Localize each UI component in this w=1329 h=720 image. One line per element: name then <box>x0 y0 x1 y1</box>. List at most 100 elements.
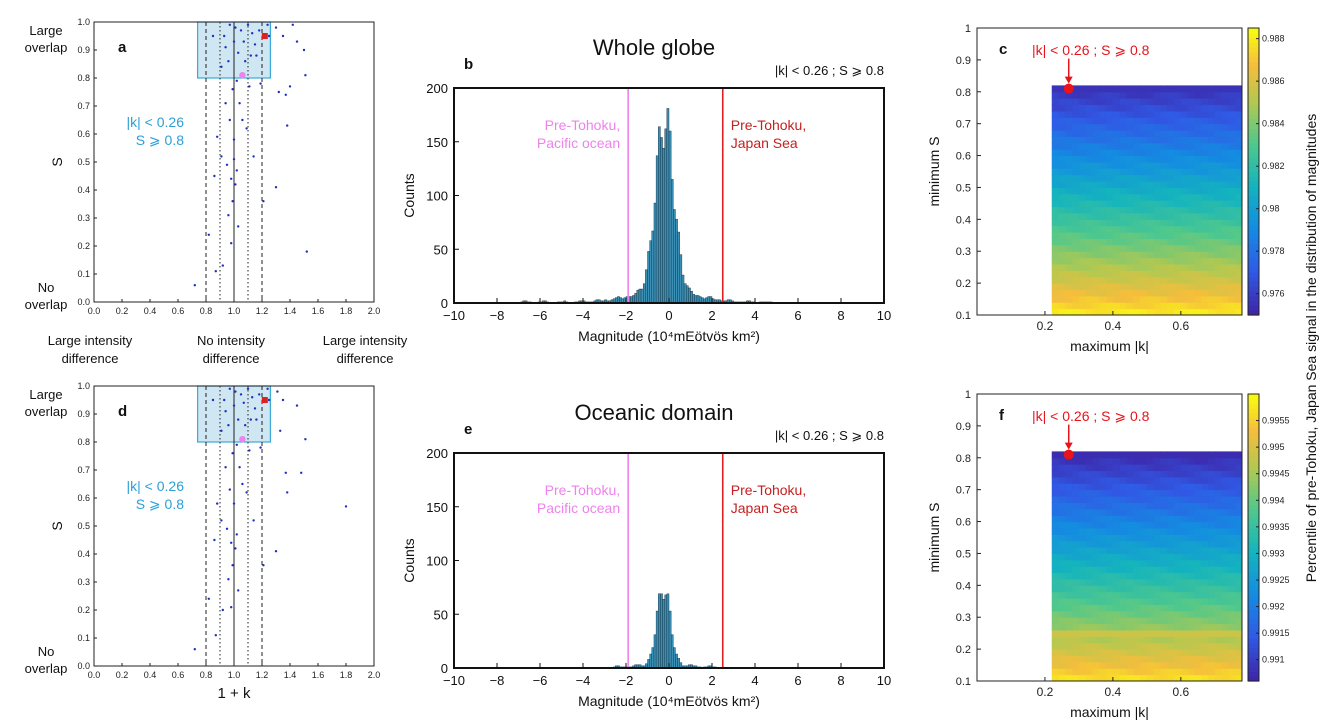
heatmap-cell <box>1072 219 1080 227</box>
heatmap-cell <box>1072 470 1080 478</box>
heatmap-cell <box>1194 649 1202 656</box>
heatmap-cell <box>1221 91 1229 99</box>
colorbar-segment <box>1248 75 1259 82</box>
heatmap-cell <box>1085 572 1094 580</box>
heatmap-cell <box>1126 276 1134 284</box>
heatmap-cell <box>1187 257 1195 265</box>
heatmap-cell <box>1085 476 1094 484</box>
heatmap-cell <box>1174 566 1182 574</box>
heatmap-cell <box>1126 283 1134 290</box>
y-tick-label: 150 <box>426 135 448 150</box>
heatmap-cell <box>1153 244 1161 252</box>
heatmap-cell <box>1180 629 1189 637</box>
heatmap-cell <box>1153 496 1161 503</box>
heatmap-cell <box>1201 295 1209 303</box>
heatmap-cell <box>1201 232 1209 239</box>
heatmap-cell <box>1092 181 1100 188</box>
heatmap-cell <box>1126 187 1134 195</box>
heatmap-cell <box>1221 547 1229 554</box>
heatmap-cell <box>1051 136 1060 144</box>
heatmap-cell <box>1078 470 1087 478</box>
heatmap-cell <box>1078 451 1087 459</box>
heatmap-cell <box>1221 629 1229 637</box>
heatmap-cell <box>1187 85 1195 93</box>
heatmap-cell <box>1126 130 1134 137</box>
x-tick-label: 1.6 <box>312 306 325 316</box>
heatmap-cell <box>1119 161 1127 169</box>
heatmap-cell <box>1208 476 1216 484</box>
scatter-point <box>259 82 262 85</box>
heatmap-cell <box>1160 257 1168 265</box>
heatmap-cell <box>1201 476 1209 484</box>
heatmap-cell <box>1167 591 1175 599</box>
heatmap-cell <box>1187 578 1195 586</box>
heatmap-cell <box>1146 161 1155 169</box>
heatmap-cell <box>1201 629 1209 637</box>
heatmap-cell <box>1092 225 1100 233</box>
heatmap-cell <box>1194 464 1202 472</box>
heatmap-cell <box>1180 604 1189 612</box>
heatmap-cell <box>1133 655 1141 663</box>
heatmap-cell <box>1180 457 1189 465</box>
colorbar-segment <box>1248 561 1259 567</box>
scatter-point <box>220 519 223 522</box>
heatmap-cell <box>1112 193 1121 201</box>
heatmap-cell <box>1119 610 1127 618</box>
y-tick-label: 1.0 <box>77 17 90 27</box>
heatmap-cell <box>1187 181 1195 188</box>
y-tick-label: 0.8 <box>956 87 971 99</box>
heatmap-cell <box>1092 642 1100 650</box>
pacific-label: Pacific ocean <box>537 500 620 516</box>
heatmap-cell <box>1174 534 1182 542</box>
heatmap-cell <box>1167 661 1175 669</box>
heatmap-cell <box>1092 257 1100 265</box>
heatmap-cell <box>1065 200 1073 208</box>
heatmap-cell <box>1174 257 1182 265</box>
heatmap-cell <box>1235 225 1243 233</box>
colorbar-segment <box>1248 570 1259 577</box>
heatmap-cell <box>1058 483 1066 491</box>
heatmap-cell <box>1140 85 1148 93</box>
heatmap-cell <box>1153 515 1161 523</box>
x-tick-label: 0.8 <box>200 306 213 316</box>
heatmap-cell <box>1167 610 1175 618</box>
marker-point <box>1063 449 1074 460</box>
heatmap-cell <box>1160 110 1168 118</box>
heatmap-cell <box>1119 553 1127 561</box>
heatmap-cell <box>1099 136 1107 144</box>
heatmap-cell <box>1119 168 1127 176</box>
colorbar-segment <box>1248 657 1259 663</box>
colorbar-segment <box>1248 204 1259 211</box>
heatmap-cell <box>1065 149 1073 157</box>
heatmap-cell <box>1180 130 1189 137</box>
heatmap-cell <box>1099 585 1107 593</box>
heatmap-cell <box>1078 515 1087 523</box>
heatmap-cell <box>1126 566 1134 574</box>
intensity-label: difference <box>203 351 260 366</box>
heatmap-cell <box>1051 610 1060 618</box>
heatmap-cell <box>1146 540 1155 548</box>
heatmap-cell <box>1228 212 1236 220</box>
heatmap-cell <box>1187 123 1195 131</box>
heatmap-cell <box>1119 276 1127 284</box>
heatmap-cell <box>1187 464 1195 472</box>
heatmap-cell <box>1078 508 1087 516</box>
scatter-point <box>224 410 227 413</box>
heatmap-cell <box>1208 257 1216 265</box>
heatmap-cell <box>1146 270 1155 278</box>
heatmap-cell <box>1072 489 1080 497</box>
heatmap-cell <box>1235 489 1243 497</box>
heatmap-cell <box>1221 540 1229 548</box>
heatmap-cell <box>1174 136 1182 144</box>
heatmap-cell <box>1051 295 1060 303</box>
heatmap-cell <box>1160 553 1168 561</box>
heatmap-cell <box>1228 502 1236 510</box>
heatmap-cell <box>1180 617 1189 625</box>
heatmap-cell <box>1208 187 1216 195</box>
scatter-point <box>279 429 282 432</box>
heatmap-cell <box>1194 238 1202 246</box>
heatmap-cell <box>1201 212 1209 220</box>
heatmap-cell <box>1106 578 1114 586</box>
heatmap-cell <box>1078 610 1087 618</box>
heatmap-cell <box>1126 149 1134 157</box>
